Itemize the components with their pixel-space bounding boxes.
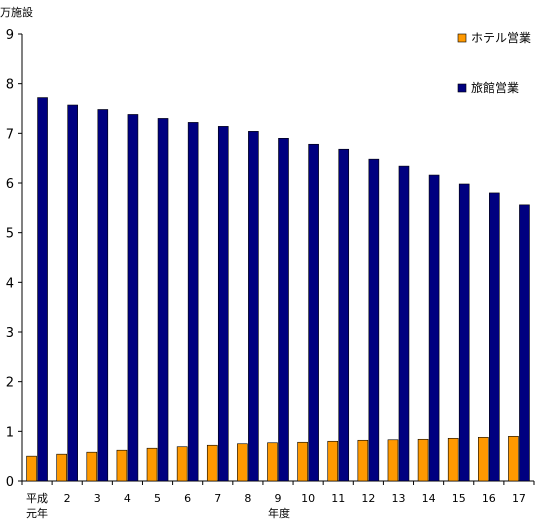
ryokan-bar: [428, 174, 440, 482]
hotel-bar: [86, 451, 98, 482]
ryokan-bar: [187, 122, 199, 482]
hotel-bar: [206, 444, 218, 482]
hotel-bar: [176, 446, 188, 482]
hotel-bar: [146, 447, 158, 482]
hotel-bar: [508, 435, 519, 482]
ryokan-bar: [248, 131, 259, 482]
hotel-bar: [237, 443, 248, 482]
ryokan-bar: [489, 192, 500, 482]
x-tick-label: 15: [452, 492, 466, 505]
legend-swatch: [457, 33, 467, 43]
hotel-bar: [26, 455, 37, 482]
ryokan-bar: [338, 148, 350, 482]
y-tick-label: 6: [6, 177, 14, 192]
x-tick-label: 17: [512, 492, 526, 505]
hotel-bar: [357, 439, 369, 482]
x-tick-label: 8: [244, 492, 251, 505]
ryokan-bar: [398, 165, 410, 482]
hotel-bar: [387, 439, 399, 482]
x-tick-label: 4: [124, 492, 131, 505]
hotel-bar: [417, 438, 429, 482]
y-tick-label: 1: [6, 425, 14, 440]
ryokan-bar: [368, 158, 380, 482]
x-tick-label: 5: [154, 492, 161, 505]
legend-label: ホテル営業: [471, 31, 531, 45]
y-tick-label: 2: [6, 376, 14, 391]
ryokan-bar: [308, 143, 319, 482]
x-tick-label: 13: [391, 492, 405, 505]
x-tick-label: 2: [64, 492, 71, 505]
x-tick-label: 6: [184, 492, 191, 505]
x-tick-label: 元年: [26, 506, 48, 520]
x-tick-label: 11: [331, 492, 345, 505]
ryokan-bar: [97, 109, 109, 482]
y-tick-label: 5: [6, 227, 14, 242]
ryokan-bar: [519, 204, 530, 482]
ryokan-bar: [37, 97, 48, 482]
y-tick-label: 9: [6, 28, 14, 43]
legend-label: 旅館営業: [471, 80, 519, 95]
x-tick-label: 7: [214, 492, 221, 505]
y-tick-label: 3: [6, 326, 14, 341]
y-axis-unit-label: 万施設: [0, 5, 33, 19]
hotel-bar: [116, 449, 128, 482]
x-tick-label: 16: [482, 492, 496, 505]
x-tick-label: 平成: [26, 492, 48, 505]
hotel-bar: [297, 441, 308, 482]
x-tick-label: 3: [94, 492, 101, 505]
y-tick-label: 8: [6, 78, 14, 93]
hotel-bar: [327, 440, 339, 482]
y-tick-label: 0: [6, 475, 14, 490]
hotel-bar: [478, 436, 489, 482]
ryokan-bar: [217, 126, 229, 482]
ryokan-bar: [458, 183, 470, 482]
x-tick-label: 14: [422, 492, 436, 505]
x-tick-label: 9: [275, 492, 282, 505]
ryokan-bar: [67, 104, 78, 482]
legend-swatch: [457, 83, 467, 93]
ryokan-bar: [157, 118, 169, 482]
hotel-bar: [56, 453, 67, 482]
ryokan-bar: [278, 138, 289, 482]
y-tick-label: 4: [6, 276, 14, 291]
ryokan-bar: [127, 114, 139, 482]
x-tick-label: 10: [301, 492, 315, 505]
hotel-bar: [267, 442, 278, 482]
hotel-bar: [447, 437, 459, 482]
y-tick-label: 7: [6, 127, 14, 142]
x-tick-label: 12: [361, 492, 375, 505]
x-axis-title: 年度: [268, 506, 290, 520]
